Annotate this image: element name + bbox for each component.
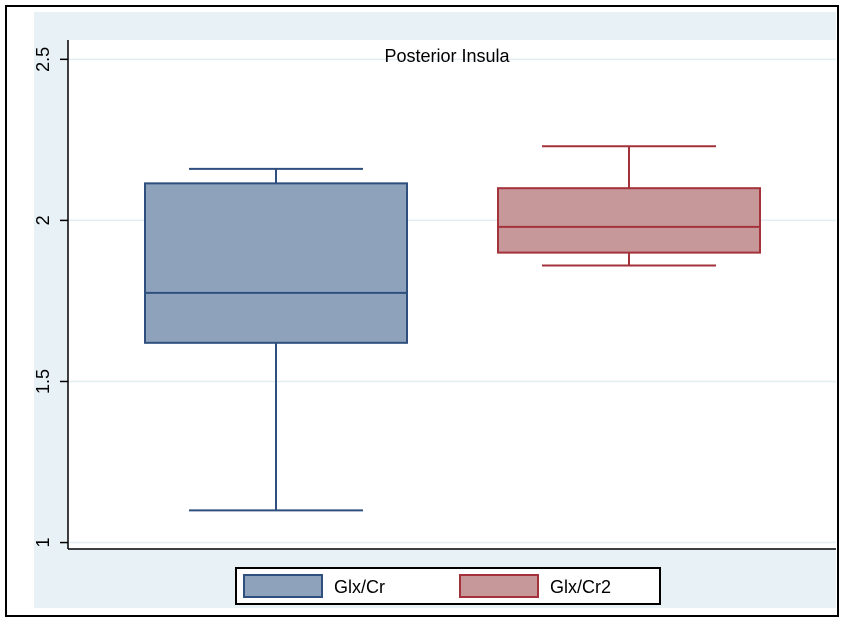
legend-swatch [459, 574, 539, 598]
box-1 [144, 167, 408, 512]
box-2 [497, 145, 761, 267]
legend-swatch [243, 574, 323, 598]
interquartile-box [144, 182, 408, 344]
boxes [144, 145, 761, 512]
y-tick-label: 1.5 [33, 369, 53, 394]
interquartile-box [497, 187, 761, 254]
y-tick-label: 1 [33, 538, 53, 548]
chart-title: Posterior Insula [384, 46, 510, 66]
y-tick-label: 2.5 [33, 47, 53, 72]
y-axis-ticks: 1 1.5 2 2.5 [33, 47, 68, 548]
legend: Glx/Cr Glx/Cr2 [235, 567, 661, 605]
legend-label: Glx/Cr [334, 577, 385, 597]
y-tick-label: 2 [33, 215, 53, 225]
legend-label: Glx/Cr2 [550, 577, 611, 597]
axes [67, 40, 836, 550]
